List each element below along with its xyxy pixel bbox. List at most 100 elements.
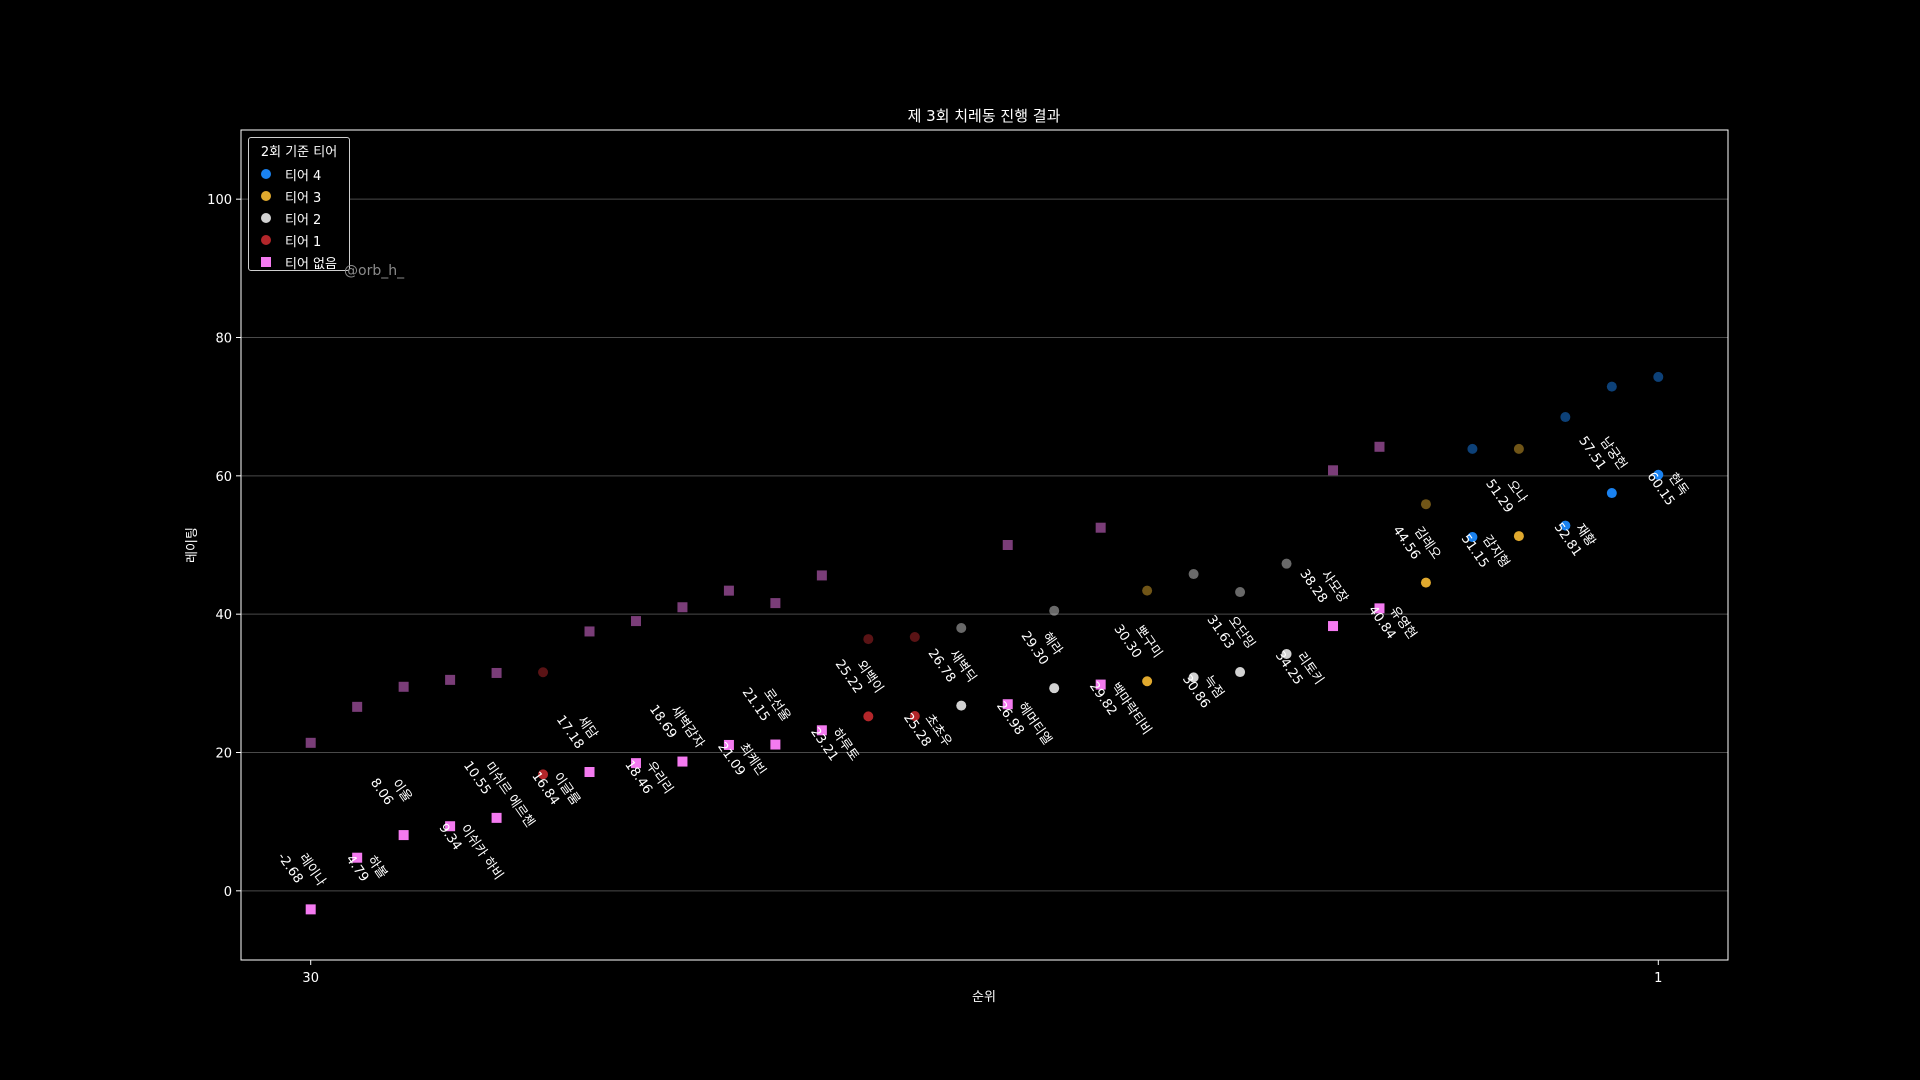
y-tick-label: 60 bbox=[215, 470, 232, 485]
current-point bbox=[1235, 667, 1246, 678]
previous-point bbox=[1653, 371, 1664, 382]
previous-point bbox=[1328, 465, 1339, 476]
current-point bbox=[909, 710, 920, 721]
current-point bbox=[1606, 488, 1617, 499]
current-point bbox=[305, 904, 316, 915]
previous-point bbox=[584, 626, 595, 637]
point-name: 미쉬르 에르첸 bbox=[481, 760, 537, 831]
previous-point bbox=[723, 585, 734, 596]
current-point bbox=[1095, 679, 1106, 690]
x-axis: 30 1 bbox=[302, 960, 1662, 986]
legend-marker bbox=[261, 169, 271, 179]
previous-point bbox=[1142, 585, 1153, 596]
y-axis-label: 레이팅 bbox=[185, 527, 200, 563]
previous-point bbox=[1467, 443, 1478, 454]
current-point bbox=[1420, 577, 1431, 588]
current-point bbox=[352, 852, 363, 863]
x-axis-label: 순위 bbox=[972, 990, 996, 1005]
y-tick-label: 80 bbox=[215, 332, 232, 347]
current-point bbox=[863, 711, 874, 722]
current-point bbox=[1002, 699, 1013, 710]
y-tick-label: 40 bbox=[215, 608, 232, 623]
chart-title: 제 3회 치레동 진행 결과 bbox=[908, 107, 1061, 125]
legend-label: 티어 3 bbox=[285, 190, 322, 206]
previous-point bbox=[863, 634, 874, 645]
legend-entry-tier-1: 티어 1 bbox=[255, 229, 343, 251]
previous-point bbox=[491, 667, 502, 678]
current-point bbox=[770, 739, 781, 750]
current-point bbox=[1653, 469, 1664, 480]
legend-label: 티어 2 bbox=[285, 212, 322, 228]
previous-point bbox=[1513, 443, 1524, 454]
previous-point bbox=[445, 674, 456, 685]
previous-point bbox=[909, 631, 920, 642]
legend-entry-tier-3: 티어 3 bbox=[255, 185, 343, 207]
y-tick-label: 100 bbox=[207, 193, 232, 208]
point-label: 이쉬카 하비9.34 bbox=[435, 821, 506, 883]
current-point bbox=[723, 739, 734, 750]
current-round-points bbox=[305, 469, 1664, 915]
current-point bbox=[1513, 531, 1524, 542]
point-name: 이쉬카 하비 bbox=[457, 822, 506, 883]
current-point bbox=[677, 756, 688, 767]
current-point bbox=[1374, 603, 1385, 614]
previous-point bbox=[677, 602, 688, 613]
previous-point bbox=[1374, 441, 1385, 452]
plot-frame bbox=[240, 129, 1729, 961]
x-tick-label: 30 bbox=[302, 971, 319, 986]
legend-marker bbox=[261, 213, 271, 223]
previous-point bbox=[630, 616, 641, 627]
previous-point bbox=[1606, 381, 1617, 392]
current-point bbox=[956, 700, 967, 711]
current-point bbox=[584, 767, 595, 778]
current-point bbox=[816, 725, 827, 736]
point-label: 레이나-2.68 bbox=[274, 850, 328, 889]
y-tick-label: 0 bbox=[224, 885, 232, 900]
legend-label: 티어 없음 bbox=[285, 256, 337, 272]
previous-point bbox=[1235, 587, 1246, 598]
previous-point bbox=[398, 681, 409, 692]
legend-entry-tier-4: 티어 4 bbox=[255, 163, 343, 185]
current-point bbox=[1188, 672, 1199, 683]
point-label: 이울8.06 bbox=[367, 776, 414, 808]
previous-point bbox=[770, 598, 781, 609]
previous-point bbox=[1281, 558, 1292, 569]
previous-point bbox=[1049, 605, 1060, 616]
current-point bbox=[538, 769, 549, 780]
current-point bbox=[1281, 648, 1292, 659]
legend-marker bbox=[261, 235, 271, 245]
grid-lines bbox=[241, 198, 1728, 892]
legend-label: 티어 4 bbox=[285, 168, 322, 184]
legend: 2회 기준 티어 티어 4 티어 3 티어 2 티어 1 티어 없음 bbox=[248, 137, 350, 273]
previous-point bbox=[538, 667, 549, 678]
legend-title: 2회 기준 티어 bbox=[260, 145, 338, 160]
point-value: 8.06 bbox=[367, 776, 396, 808]
previous-round-points bbox=[305, 371, 1664, 748]
current-point bbox=[491, 812, 502, 823]
legend-marker bbox=[261, 191, 271, 201]
legend-entry-no-tier: 티어 없음 bbox=[255, 251, 343, 273]
current-point bbox=[630, 758, 641, 769]
legend-entry-tier-2: 티어 2 bbox=[255, 207, 343, 229]
previous-point bbox=[956, 623, 967, 633]
x-tick-label: 1 bbox=[1654, 971, 1662, 986]
previous-point bbox=[1188, 569, 1199, 580]
current-point bbox=[1560, 520, 1571, 531]
